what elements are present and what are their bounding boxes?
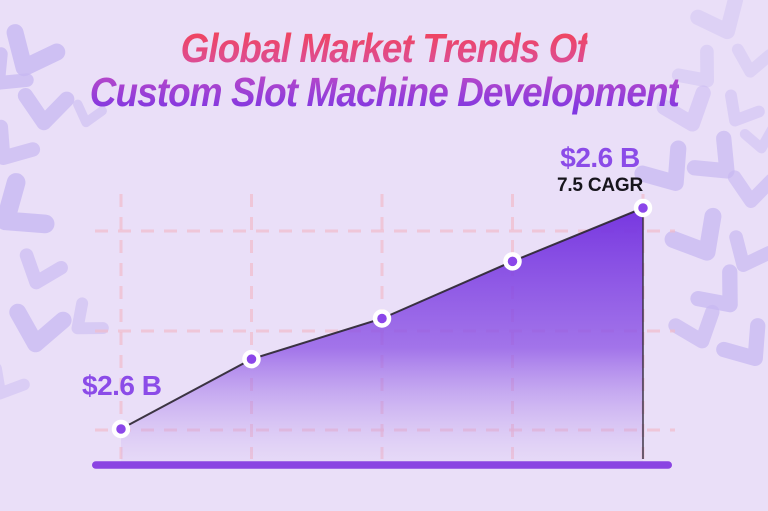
data-point-marker (242, 349, 261, 369)
chart-title: Global Market Trends Of Custom Slot Mach… (0, 26, 768, 115)
data-point-marker (111, 419, 131, 439)
data-point-marker (503, 252, 522, 271)
data-point-marker (372, 309, 392, 328)
start-value-label: $2.6 B (82, 370, 162, 401)
x-axis-baseline (92, 461, 672, 469)
data-points (111, 198, 653, 439)
data-point-marker (633, 198, 653, 218)
title-line-2: Custom Slot Machine Development (89, 69, 679, 116)
area-shape (121, 208, 643, 462)
title-line-1: Global Market Trends Of (180, 25, 588, 71)
area-fill (121, 208, 643, 462)
end-value-label: $2.6 B (560, 142, 640, 173)
end-label-block: $2.6 B 7.5 CAGR (536, 142, 664, 197)
baseline-bar (92, 461, 672, 469)
cagr-label: 7.5 CAGR (556, 175, 644, 196)
